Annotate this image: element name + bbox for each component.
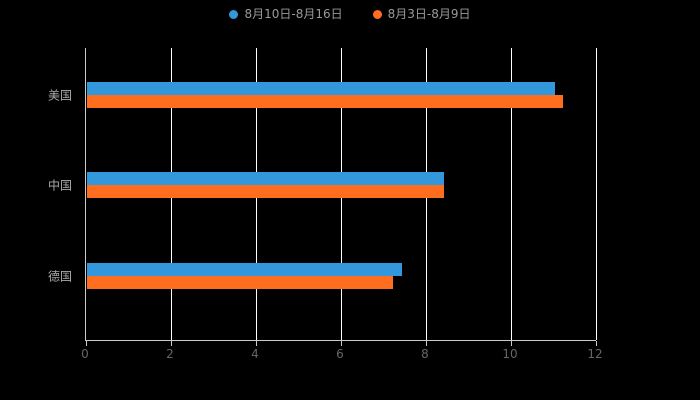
x-tick-mark — [425, 341, 427, 346]
legend-item-series-0[interactable]: 8月10日-8月16日 — [229, 7, 343, 21]
x-tick-mark — [595, 341, 597, 346]
x-axis-label-6: 6 — [336, 347, 344, 361]
y-axis-label-2: 德国 — [47, 269, 72, 284]
x-tick-mark — [170, 341, 172, 346]
y-axis-label-1: 中国 — [47, 178, 72, 193]
bar-中国-series-0 — [87, 172, 444, 186]
bar-美国-series-1 — [87, 95, 563, 108]
x-axis-label-4: 4 — [251, 347, 259, 361]
bar-美国-series-0 — [87, 82, 555, 95]
x-tick-mark — [85, 341, 87, 346]
plot-area — [85, 48, 597, 346]
bar-中国-series-1 — [87, 185, 444, 199]
legend-dot-icon — [372, 9, 382, 19]
x-tick-mark — [340, 341, 342, 346]
gridline-x-12 — [595, 48, 597, 340]
bar-德国-series-0 — [87, 262, 402, 276]
x-axis-label-8: 8 — [421, 347, 429, 361]
x-axis-label-2: 2 — [166, 347, 174, 361]
x-axis-labels: 0 2 4 6 8 10 12 — [81, 347, 602, 363]
x-axis-label-0: 0 — [81, 347, 89, 361]
x-axis-label-10: 10 — [502, 347, 518, 361]
x-tick-mark — [510, 341, 512, 346]
legend-label: 8月10日-8月16日 — [244, 7, 343, 21]
legend-dot-icon — [229, 9, 239, 19]
x-axis-label-12: 12 — [587, 347, 603, 361]
gridline-x-10 — [510, 48, 512, 340]
legend-item-series-1[interactable]: 8月3日-8月9日 — [372, 7, 471, 21]
x-tick-mark — [255, 341, 257, 346]
legend-label: 8月3日-8月9日 — [387, 7, 471, 21]
y-axis-labels: 美国 中国 德国 — [0, 48, 78, 340]
y-axis-label-0: 美国 — [47, 88, 72, 103]
bar-德国-series-1 — [87, 275, 393, 289]
legend: 8月10日-8月16日 8月3日-8月9日 — [0, 8, 700, 20]
